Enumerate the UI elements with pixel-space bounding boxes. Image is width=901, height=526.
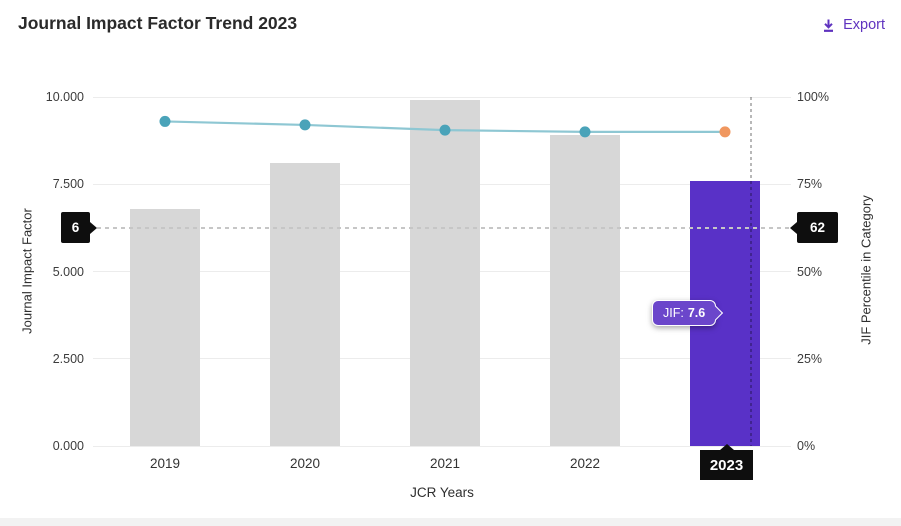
- percentile-dot-2023[interactable]: [719, 126, 731, 138]
- export-label: Export: [843, 17, 885, 33]
- right-axis-tick-label: 25%: [797, 351, 823, 366]
- x-axis-label-2019: 2019: [149, 456, 181, 471]
- grid-line: [93, 96, 791, 98]
- grid-line: [93, 445, 791, 447]
- export-button[interactable]: Export: [817, 15, 889, 35]
- left-axis-tick-label: 2.500: [52, 351, 84, 366]
- bar-2019[interactable]: [130, 208, 200, 446]
- x-axis-label-2020: 2020: [289, 456, 321, 471]
- percentile-dot-2020[interactable]: [299, 119, 311, 131]
- tooltip-label: JIF:: [663, 306, 684, 320]
- jif-tooltip: JIF: 7.6: [652, 300, 724, 326]
- crosshair-vertical-line: [750, 97, 752, 446]
- right-axis-tick-label: 100%: [797, 90, 829, 104]
- download-icon: [821, 18, 836, 33]
- crosshair-horizontal-line: [97, 226, 791, 229]
- crosshair-left-axis-value: 6: [61, 212, 97, 244]
- left-axis-tick-label: 7.500: [52, 177, 84, 192]
- percentile-dot-2019[interactable]: [159, 115, 171, 127]
- right-axis-tick-label: 50%: [797, 264, 823, 279]
- left-axis-tick-label: 5.000: [52, 264, 84, 279]
- x-axis-label-2022: 2022: [569, 456, 601, 471]
- right-axis-tick-label: 0%: [797, 439, 816, 453]
- tooltip-value: 7.6: [687, 306, 706, 320]
- bar-2020[interactable]: [270, 163, 340, 446]
- bar-2021[interactable]: [410, 100, 480, 446]
- crosshair-right-axis-value: 62: [790, 212, 838, 244]
- x-axis-label-2023-highlighted: 2023: [700, 450, 753, 480]
- right-axis-title: JIF Percentile in Category: [858, 195, 874, 345]
- left-axis-tick-label: 10.000: [45, 90, 84, 104]
- bottom-strip: [0, 518, 901, 526]
- x-axis-title: JCR Years: [410, 485, 474, 500]
- bar-2022[interactable]: [550, 135, 620, 446]
- page-title: Journal Impact Factor Trend 2023: [18, 13, 298, 33]
- x-axis-label-2021: 2021: [429, 456, 461, 471]
- right-axis-tick-label: 75%: [797, 177, 823, 192]
- left-axis-title: Journal Impact Factor: [19, 208, 35, 334]
- left-axis-tick-label: 0.000: [52, 439, 84, 453]
